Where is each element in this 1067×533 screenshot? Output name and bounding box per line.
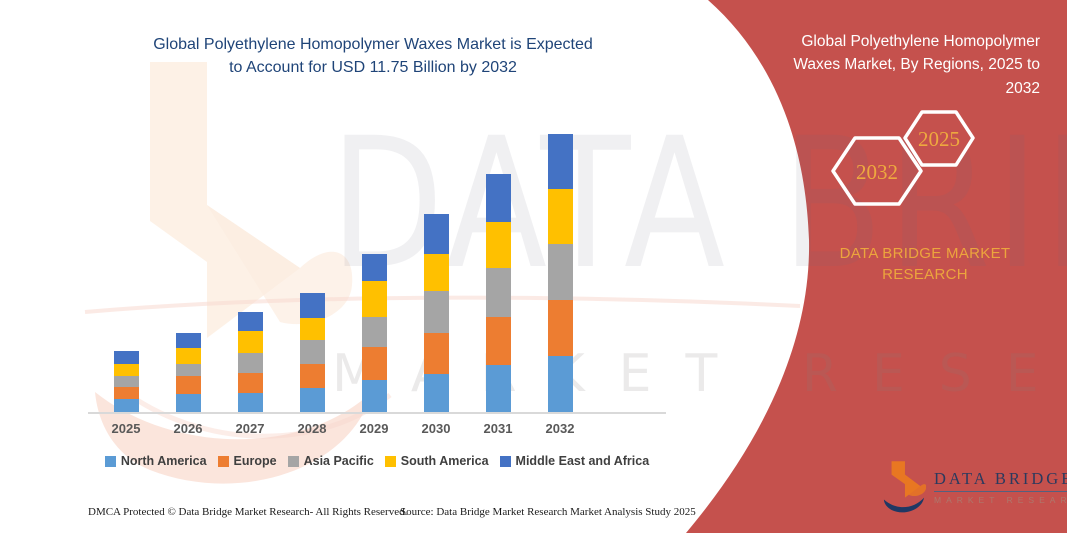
bar-segment-asia-pacific-2029	[361, 317, 387, 347]
footer-source-text: Source: Data Bridge Market Research Mark…	[400, 506, 696, 518]
bar-segment-north-america-2031	[485, 365, 511, 412]
logo-text-block: DATA BRIDGE MARKET RESEARCH	[934, 461, 1067, 505]
bar-segment-north-america-2026	[175, 394, 201, 412]
stacked-bar-2029	[361, 254, 387, 412]
stacked-bar-2027	[237, 312, 263, 412]
bar-segment-north-america-2028	[299, 388, 325, 412]
stacked-bar-2030	[423, 214, 449, 412]
bar-segment-europe-2029	[361, 347, 387, 380]
bar-segment-asia-pacific-2030	[423, 291, 449, 333]
legend-swatch-asia-pacific	[287, 455, 299, 467]
panel-title-line-1: Global Polyethylene Homopolymer	[801, 33, 1040, 50]
bar-segment-europe-2026	[175, 376, 201, 394]
bar-segment-europe-2028	[299, 364, 325, 388]
legend-swatch-middle-east-and-africa	[499, 455, 511, 467]
logo-name: DATA BRIDGE	[934, 469, 1067, 492]
x-axis-label-2027: 2027	[235, 421, 265, 436]
bar-segment-asia-pacific-2025	[113, 376, 139, 387]
hexagon-2025	[903, 110, 975, 167]
bar-segment-middle-east-and-africa-2029	[361, 254, 387, 281]
legend-label-south-america: South America	[400, 454, 489, 468]
bar-segment-south-america-2028	[299, 318, 325, 340]
bar-segment-south-america-2027	[237, 331, 263, 353]
stacked-bar-2026	[175, 333, 201, 412]
badge-year-2032: 2032	[856, 160, 898, 184]
hexagon-2032	[831, 136, 923, 206]
year-badges: 2032 2025	[826, 105, 986, 215]
bar-segment-middle-east-and-africa-2031	[485, 174, 511, 222]
data-bridge-logo: DATA BRIDGE MARKET RESEARCH	[882, 461, 1067, 515]
stacked-bar-2031	[485, 174, 511, 412]
legend-label-north-america: North America	[120, 454, 207, 468]
bar-segment-south-america-2030	[423, 254, 449, 291]
x-axis-label-2031: 2031	[483, 421, 513, 436]
chart-legend: North America Europe Asia Pacific South Ame…	[88, 454, 666, 468]
bar-segment-north-america-2025	[113, 399, 139, 412]
bar-segment-south-america-2025	[113, 364, 139, 376]
stacked-bar-2025	[113, 351, 139, 412]
x-axis-label-2026: 2026	[173, 421, 203, 436]
bar-segment-south-america-2031	[485, 222, 511, 268]
bar-segment-asia-pacific-2032	[547, 244, 573, 300]
x-axis-line	[88, 412, 666, 414]
bar-segment-north-america-2029	[361, 380, 387, 412]
legend-item-asia-pacific: Asia Pacific	[287, 454, 374, 468]
legend-swatch-south-america	[384, 455, 396, 467]
legend-swatch-europe	[217, 455, 229, 467]
legend-label-europe: Europe	[233, 454, 277, 468]
bar-segment-north-america-2032	[547, 356, 573, 412]
x-axis-label-2028: 2028	[297, 421, 327, 436]
chart-title: Global Polyethylene Homopolymer Waxes Ma…	[90, 33, 656, 79]
data-bridge-logo-icon	[883, 461, 926, 513]
panel-title-line-2: Waxes Market, By Regions, 2025 to	[793, 56, 1040, 74]
legend-item-middle-east-and-africa: Middle East and Africa	[499, 454, 650, 468]
bar-segment-europe-2030	[423, 333, 449, 374]
bar-segment-europe-2031	[485, 317, 511, 365]
bar-segment-asia-pacific-2031	[485, 268, 511, 317]
bar-segment-asia-pacific-2027	[237, 353, 263, 373]
bar-segment-asia-pacific-2028	[299, 340, 325, 364]
logo-tagline: MARKET RESEARCH	[934, 495, 1067, 505]
bar-segment-middle-east-and-africa-2032	[547, 134, 573, 189]
legend-item-south-america: South America	[384, 454, 489, 468]
bar-segment-middle-east-and-africa-2025	[113, 351, 139, 364]
legend-label-middle-east-and-africa: Middle East and Africa	[515, 454, 650, 468]
bar-segment-middle-east-and-africa-2030	[423, 214, 449, 254]
watermark-text-market-research: MARKET RESEARCH	[332, 344, 1067, 404]
bar-segment-south-america-2026	[175, 348, 201, 364]
bar-segment-south-america-2032	[547, 189, 573, 244]
bar-segment-europe-2032	[547, 300, 573, 356]
stacked-bar-2032	[547, 134, 573, 412]
legend-label-asia-pacific: Asia Pacific	[303, 454, 374, 468]
x-axis-label-2029: 2029	[359, 421, 389, 436]
x-axis-label-2032: 2032	[545, 421, 575, 436]
badge-year-2025: 2025	[918, 127, 960, 151]
panel-title: Global Polyethylene Homopolymer Waxes Ma…	[740, 30, 1040, 100]
stacked-bar-2028	[299, 293, 325, 412]
legend-swatch-north-america	[104, 455, 116, 467]
footer-dmca-text: DMCA Protected © Data Bridge Market Rese…	[88, 506, 408, 518]
x-axis-label-2025: 2025	[111, 421, 141, 436]
chart-title-line-1: Global Polyethylene Homopolymer Waxes Ma…	[153, 36, 593, 53]
bar-segment-asia-pacific-2026	[175, 364, 201, 376]
legend-item-north-america: North America	[104, 454, 207, 468]
bar-segment-south-america-2029	[361, 281, 387, 317]
chart-title-line-2: to Account for USD 11.75 Billion by 2032	[229, 59, 517, 77]
bar-segment-middle-east-and-africa-2027	[237, 312, 263, 331]
panel-brand-text: DATA BRIDGE MARKET RESEARCH	[839, 245, 1011, 283]
bar-segment-north-america-2030	[423, 374, 449, 412]
bar-segment-middle-east-and-africa-2028	[299, 293, 325, 318]
bar-segment-europe-2025	[113, 387, 139, 399]
x-axis-label-2030: 2030	[421, 421, 451, 436]
panel-title-line-3: 2032	[1005, 79, 1040, 97]
legend-item-europe: Europe	[217, 454, 277, 468]
bar-segment-north-america-2027	[237, 393, 263, 412]
bar-segment-europe-2027	[237, 373, 263, 393]
bar-segment-middle-east-and-africa-2026	[175, 333, 201, 348]
